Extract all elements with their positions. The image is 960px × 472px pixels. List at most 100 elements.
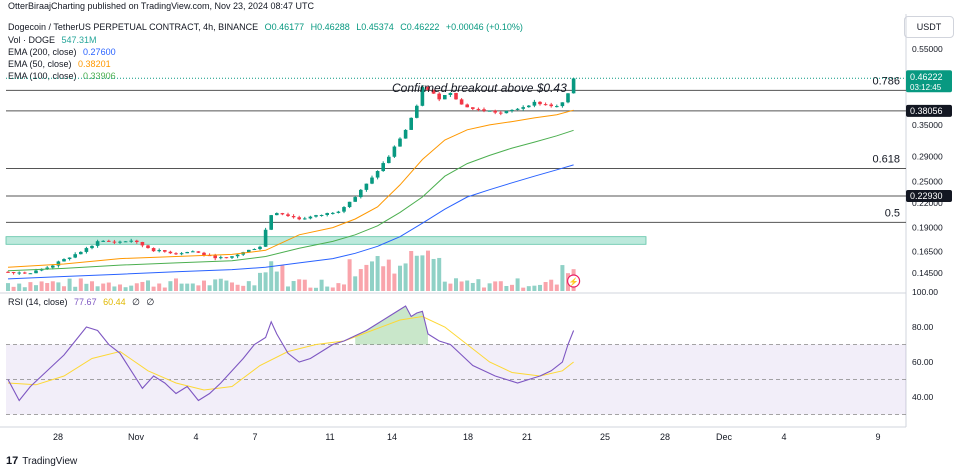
candle-body — [375, 171, 380, 178]
volume-legend[interactable]: Vol · DOGE 547.31M — [8, 35, 97, 45]
candle-body — [487, 110, 492, 112]
rsi-label: RSI (14, close) — [8, 297, 68, 307]
time-axis-tick: 9 — [875, 432, 880, 442]
price-axis-tick: 0.35000 — [912, 120, 943, 130]
candle-body — [286, 214, 290, 217]
volume-bar — [454, 278, 458, 291]
volume-bar — [168, 281, 173, 291]
price-axis-tick: 0.16500 — [912, 246, 943, 256]
candle-body — [549, 104, 553, 107]
candle-body — [196, 251, 201, 253]
candle-body — [471, 107, 475, 109]
volume-bar — [129, 285, 134, 291]
candle-body — [112, 241, 117, 243]
volume-bar — [280, 265, 285, 291]
rsi-ma-line — [7, 315, 574, 391]
volume-bar — [437, 257, 442, 291]
volume-bar — [218, 278, 223, 291]
volume-bar — [78, 278, 83, 291]
ema50-legend[interactable]: EMA (50, close) 0.38201 — [8, 59, 111, 69]
candle-body — [347, 201, 352, 208]
candle-body — [118, 241, 122, 243]
candle-body — [90, 245, 94, 249]
currency-button[interactable]: USDT — [904, 16, 954, 38]
axis-price-label: 0.22930 — [910, 191, 943, 201]
support-zone — [5, 236, 647, 245]
volume-bar — [230, 282, 234, 291]
volume-bar — [118, 284, 122, 291]
volume-bar — [179, 283, 184, 291]
volume-bar — [106, 282, 111, 291]
volume-bar — [274, 271, 279, 291]
candle-body — [403, 129, 408, 139]
candle-body — [532, 101, 537, 106]
candle-body — [398, 138, 402, 147]
volume-bar — [202, 280, 206, 291]
volume-bar — [28, 282, 33, 291]
candle-body — [560, 102, 565, 107]
candle-body — [107, 240, 111, 242]
volume-bar — [90, 281, 94, 291]
price-axis-tick: 0.55000 — [912, 44, 943, 54]
candle-body — [308, 216, 313, 219]
candle-body — [325, 213, 329, 215]
volume-bar — [526, 286, 531, 291]
volume-bar — [342, 284, 346, 291]
candle-body — [191, 251, 195, 253]
ema100-legend[interactable]: EMA (100, close) 0.33906 — [8, 71, 116, 81]
volume-value: 547.31M — [61, 35, 97, 45]
ema200-legend[interactable]: EMA (200, close) 0.27600 — [8, 47, 116, 57]
candle-body — [79, 251, 83, 255]
candle-body — [202, 252, 206, 256]
high-value: H0.46288 — [310, 22, 350, 32]
volume-bar — [347, 259, 352, 291]
candle-body — [123, 241, 128, 243]
candle-body — [426, 87, 430, 90]
time-axis-tick: 4 — [781, 432, 786, 442]
volume-bar — [398, 265, 402, 291]
volume-bar — [151, 286, 156, 291]
time-axis-tick: Dec — [716, 432, 733, 442]
volume-bar — [375, 256, 380, 291]
time-axis-tick: 28 — [660, 432, 670, 442]
time-axis-tick: 28 — [53, 432, 63, 442]
rsi-overbought-fill — [355, 306, 428, 345]
candle-body — [342, 207, 346, 212]
volume-bar — [157, 283, 162, 291]
rsi-legend[interactable]: RSI (14, close) 77.67 60.44 ∅ ∅ — [8, 297, 154, 308]
volume-bar — [207, 285, 212, 291]
volume-bar — [330, 287, 335, 291]
candle-body — [314, 215, 318, 217]
volume-bar — [521, 287, 526, 291]
volume-bar — [146, 280, 150, 291]
rsi-extra-2: ∅ — [146, 297, 155, 307]
candle-body — [364, 183, 369, 190]
change-value: +0.00046 (+0.10%) — [445, 22, 523, 32]
symbol-header: Dogecoin / TetherUS PERPETUAL CONTRACT, … — [8, 22, 527, 32]
volume-bar — [11, 286, 16, 291]
candle-body — [67, 257, 72, 260]
candle-body — [504, 110, 509, 114]
price-axis-tick: 0.25000 — [912, 176, 943, 186]
time-axis-tick: 14 — [387, 432, 397, 442]
axis-price-badge — [906, 189, 952, 202]
volume-bar — [487, 283, 492, 291]
time-axis-tick: Nov — [128, 432, 145, 442]
tradingview-logo[interactable]: 17 TradingView — [6, 455, 77, 467]
candle-body — [476, 108, 481, 110]
candle-body — [409, 117, 413, 130]
volume-bar — [448, 283, 453, 291]
event-marker-glyph: ⚡ — [569, 277, 579, 287]
candle-body — [527, 105, 531, 108]
candle-body — [95, 241, 100, 246]
candle-body — [163, 250, 167, 252]
volume-bar — [185, 283, 190, 291]
volume-bar — [482, 287, 486, 291]
last-price-badge — [906, 70, 952, 93]
volume-bar — [370, 261, 374, 291]
close-value: C0.46222 — [400, 22, 440, 32]
candle-body — [101, 240, 105, 242]
volume-bar — [358, 269, 363, 291]
volume-bar — [140, 281, 145, 291]
